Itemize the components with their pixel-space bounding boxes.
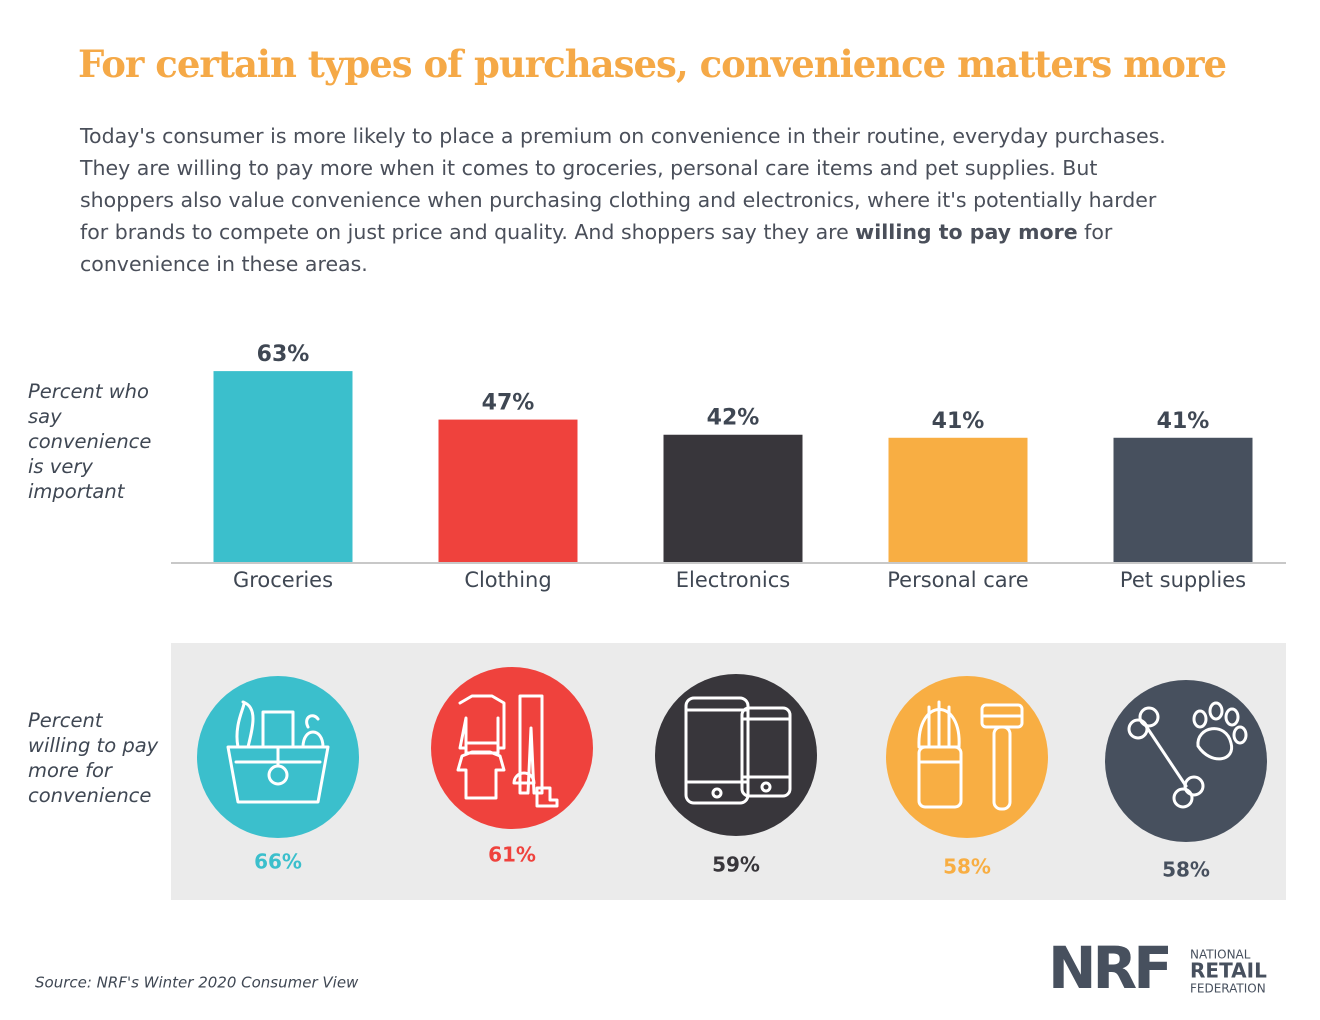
x-tick-label: Groceries [233,568,333,592]
value-label: 47% [482,391,535,416]
panel-value-label: 61% [488,843,536,867]
bar [1113,437,1253,562]
logo-mark: NRF [1048,934,1169,1002]
bar [663,434,803,562]
bar-axis-label: Percent who say convenience is very impo… [28,380,152,503]
panel-value-label: 59% [712,853,760,877]
value-label: 42% [707,406,760,431]
logo-line: RETAIL [1190,959,1267,983]
bar [213,371,353,562]
basket-icon [226,700,330,804]
logo-line: NATIONAL [1190,948,1251,962]
x-tick-label: Electronics [676,568,790,592]
panel-value-label: 58% [1162,858,1210,882]
source: Source: NRF's Winter 2020 Consumer View [35,974,359,992]
icon-circle [1105,680,1267,842]
title: For certain types of purchases, convenie… [78,42,1227,86]
x-tick-label: Pet supplies [1120,568,1246,592]
bar [888,437,1028,562]
electronics-icon [684,696,792,805]
x-tick-label: Clothing [464,568,551,592]
personal-care-icon [917,700,1024,811]
value-label: 41% [932,409,985,434]
panel-value-label: 58% [943,855,991,879]
icon-circle [886,676,1048,838]
body-text: Today's consumer is more likely to place… [80,120,1190,280]
panel-value-label: 66% [254,850,302,874]
body-part: Today's consumer is more likely to place… [80,124,1166,244]
logo-line: FEDERATION [1190,982,1266,996]
bar [438,419,578,562]
body-bold: willing to pay more [855,220,1078,244]
icon-circle [431,667,593,829]
x-tick-label: Personal care [887,568,1028,592]
panel-label: Percent willing to pay more for convenie… [28,709,159,807]
body-part: for convenience in these areas. [80,220,1113,276]
value-label: 41% [1157,409,1210,434]
pet-supplies-icon [1127,701,1248,809]
value-label: 63% [257,342,310,367]
clothing-icon [456,694,559,808]
